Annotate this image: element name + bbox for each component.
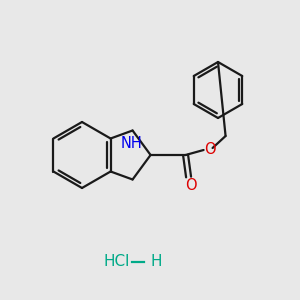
Text: O: O: [204, 142, 215, 157]
Text: NH: NH: [121, 136, 142, 151]
Text: H: H: [150, 254, 161, 269]
Text: O: O: [185, 178, 197, 193]
Text: HCl: HCl: [103, 254, 130, 269]
